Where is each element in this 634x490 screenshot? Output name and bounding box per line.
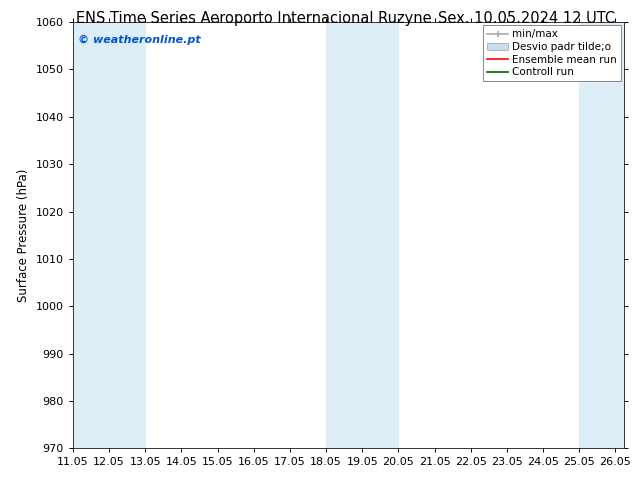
Text: © weatheronline.pt: © weatheronline.pt xyxy=(79,35,201,45)
Legend: min/max, Desvio padr tilde;o, Ensemble mean run, Controll run: min/max, Desvio padr tilde;o, Ensemble m… xyxy=(483,25,621,81)
Y-axis label: Surface Pressure (hPa): Surface Pressure (hPa) xyxy=(17,169,30,302)
Bar xyxy=(579,22,624,448)
Text: ENS Time Series Aeroporto Internacional Ruzyne: ENS Time Series Aeroporto Internacional … xyxy=(76,11,431,26)
Text: Sex. 10.05.2024 12 UTC: Sex. 10.05.2024 12 UTC xyxy=(438,11,615,26)
Bar xyxy=(326,22,398,448)
Bar xyxy=(73,22,145,448)
